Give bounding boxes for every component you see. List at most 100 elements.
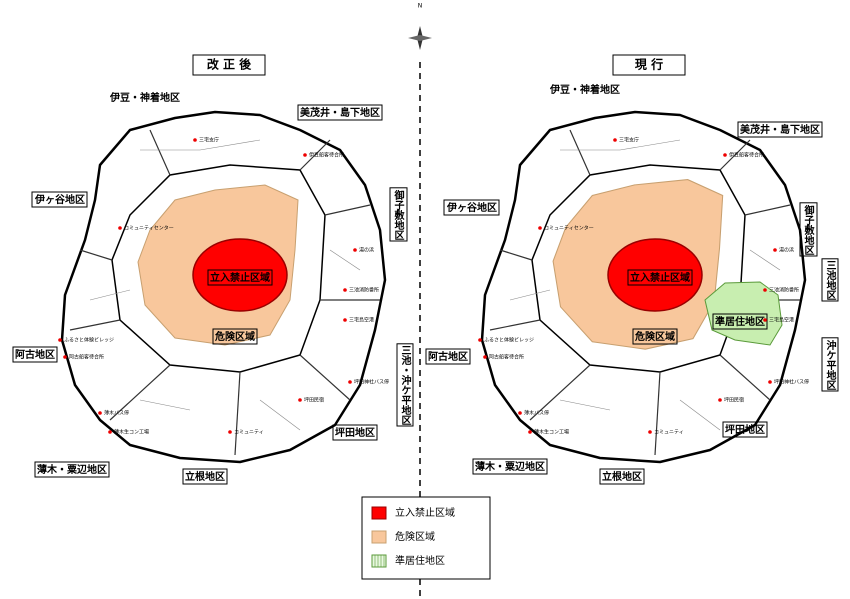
zone-label: 危険区域 [215, 330, 255, 343]
place-label: 薄木生コン工場 [534, 429, 569, 436]
road [69, 319, 121, 331]
place-dot [763, 288, 767, 292]
region-label: 立根地区 [185, 470, 225, 483]
label-box [599, 468, 645, 485]
legend-swatch [371, 530, 387, 544]
place-dot [518, 411, 522, 415]
label-box [821, 258, 839, 302]
label-box [396, 343, 414, 427]
place-dot [353, 248, 357, 252]
zone-label: 準居住地区 [715, 315, 765, 328]
label-box [425, 348, 471, 365]
place-dot [343, 288, 347, 292]
stream [749, 249, 781, 271]
road [654, 371, 661, 456]
label-box [182, 468, 228, 485]
place-dot [763, 318, 767, 322]
stream [679, 399, 721, 431]
place-label: 坪田民宿 [304, 397, 324, 404]
road [719, 139, 751, 171]
label-box [627, 269, 693, 286]
road [299, 354, 351, 401]
place-label: 坪田民宿 [724, 397, 744, 404]
place-dot [108, 430, 112, 434]
place-dot [718, 398, 722, 402]
place-label: ふるさと体験ビレッジ [484, 337, 534, 344]
road [79, 249, 113, 261]
place-dot [478, 338, 482, 342]
road [149, 129, 171, 176]
label-box [12, 346, 58, 363]
place-label: 三宅支庁 [619, 137, 639, 144]
place-label: 坪田神社バス停 [354, 379, 389, 386]
region-label: 美茂井・島下地区 [300, 106, 380, 119]
label-box [722, 421, 768, 438]
legend-swatch [371, 554, 387, 568]
road [529, 364, 591, 421]
road [719, 354, 771, 401]
road [109, 364, 171, 421]
stream [560, 139, 681, 151]
place-label: 三池消防番所 [349, 287, 379, 294]
place-dot [768, 380, 772, 384]
place-label: 薄木生コン工場 [114, 429, 149, 436]
region-label: 薄木・粟辺地区 [37, 463, 107, 476]
region-label: 御子敷地区 [802, 204, 815, 255]
heading-box [612, 54, 686, 76]
place-label: コミュニティセンター [124, 225, 174, 232]
stream [259, 399, 301, 431]
road [499, 249, 533, 261]
place-label: 薄木バス停 [104, 410, 129, 417]
label-box [472, 458, 548, 475]
region-label: 坪田地区 [335, 426, 375, 439]
place-label: 湯の浜 [779, 247, 794, 254]
label-box [389, 187, 408, 242]
legend-label: 準居住地区 [395, 554, 445, 567]
region-label: 阿古地区 [15, 348, 55, 361]
zone-label: 危険区域 [635, 330, 675, 343]
place-label: ふるさと体験ビレッジ [64, 337, 114, 344]
region-label: 美茂井・島下地区 [740, 123, 820, 136]
label-box [31, 191, 88, 208]
place-dot [723, 153, 727, 157]
road [234, 371, 241, 456]
restricted-zone [607, 238, 703, 312]
place-dot [98, 411, 102, 415]
place-dot [193, 138, 197, 142]
place-dot [773, 248, 777, 252]
place-label: 坪田神社バス停 [774, 379, 809, 386]
label-box [297, 104, 383, 121]
region-label: 立根地区 [602, 470, 642, 483]
region-label: 坪田地区 [725, 423, 765, 436]
region-label: 三池地区 [824, 260, 836, 300]
place-label: 薄木バス停 [524, 410, 549, 417]
place-dot [298, 398, 302, 402]
place-label: 三宅支庁 [199, 137, 219, 144]
region-label: 薄木・粟辺地区 [475, 460, 545, 473]
place-dot [348, 380, 352, 384]
label-box [737, 121, 823, 138]
stream [139, 399, 191, 411]
stream [140, 139, 261, 151]
legend-label: 立入禁止区域 [395, 506, 455, 519]
road [489, 319, 541, 331]
place-dot [228, 430, 232, 434]
region-label: 沖ケ平地区 [824, 339, 836, 390]
label-box [34, 461, 110, 478]
place-dot [118, 226, 122, 230]
road [569, 129, 591, 176]
road [744, 204, 791, 216]
road [299, 139, 331, 171]
heading-box [192, 54, 266, 76]
place-dot [528, 430, 532, 434]
ring-road [111, 164, 326, 373]
place-label: 三宅島空港 [769, 317, 794, 324]
restricted-zone [192, 238, 288, 312]
region-label: 御子敷地区 [392, 189, 405, 240]
legend-swatch [371, 506, 387, 520]
place-dot [648, 430, 652, 434]
region-label: 伊豆・神着地区 [549, 83, 620, 96]
label-box [212, 328, 258, 345]
